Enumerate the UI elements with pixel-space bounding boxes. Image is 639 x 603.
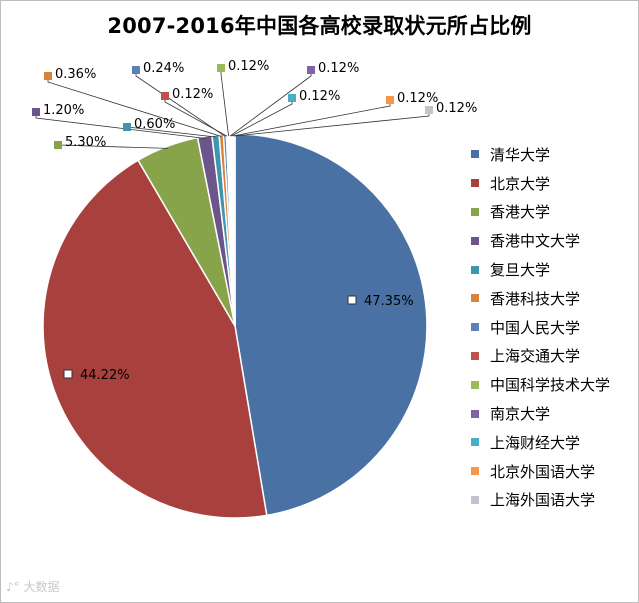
watermark: ♪° 大数据 <box>6 578 60 595</box>
legend-label: 北京大学 <box>490 174 551 193</box>
legend-swatch <box>471 150 479 159</box>
slice-2-value-label: 5.30% <box>65 135 106 150</box>
slice-7-value-label: 0.12% <box>172 87 213 102</box>
legend-swatch <box>471 409 479 418</box>
legend: 清华大学北京大学香港大学香港中文大学 复旦大学香港科技大学 中国人民大学 上海交通大学… <box>471 140 636 514</box>
slice-6-label-marker <box>132 66 140 74</box>
legend-swatch <box>471 380 479 389</box>
legend-label: 上海财经大学 <box>490 433 581 452</box>
legend-swatch <box>471 495 479 504</box>
legend-label: 香港大学 <box>490 203 551 222</box>
legend-label: 清华大学 <box>490 145 551 164</box>
slice-8-label-marker <box>217 64 225 72</box>
slice-12-label-marker <box>425 106 433 114</box>
slice-8-leader-line <box>220 68 229 137</box>
legend-swatch <box>471 294 479 303</box>
legend-swatch <box>471 179 479 188</box>
legend-label: 中国人民大学 <box>490 318 581 337</box>
legend-item: 香港大学 <box>471 198 636 227</box>
legend-label: 复旦大学 <box>490 261 551 280</box>
legend-label: 上海交通大学 <box>490 347 581 366</box>
slice-0-label-marker <box>347 295 357 305</box>
legend-item: 清华大学 <box>471 140 636 169</box>
slice-4-leader-line <box>126 126 216 138</box>
legend-item: 上海财经大学 <box>471 428 636 457</box>
legend-item: 香港科技大学 <box>471 284 636 313</box>
legend-swatch <box>471 351 479 360</box>
legend-label: 香港科技大学 <box>490 289 581 308</box>
legend-label: 北京外国语大学 <box>490 462 596 481</box>
legend-swatch <box>471 323 479 332</box>
legend-label: 上海外国语大学 <box>490 491 596 510</box>
slice-5-value-label: 0.36% <box>55 67 96 82</box>
slice-10-label-marker <box>288 94 296 102</box>
legend-label: 南京大学 <box>490 405 551 424</box>
legend-item: 南京大学 <box>471 399 636 428</box>
slice-1 <box>42 159 268 519</box>
slice-0-value-label: 47.35% <box>364 294 414 309</box>
slice-11-leader-line <box>232 100 391 137</box>
chart-title: 2007-2016年中国各高校录取状元所占比例 <box>107 14 532 38</box>
legend-item: 中国人民大学 <box>471 313 636 342</box>
legend-swatch <box>471 438 479 447</box>
legend-item: 中国科学技术大学 <box>471 370 636 399</box>
legend-swatch <box>471 236 479 245</box>
legend-item: 上海交通大学 <box>471 342 636 371</box>
legend-swatch <box>471 467 479 476</box>
legend-item: 北京大学 <box>471 169 636 198</box>
slice-10-value-label: 0.12% <box>299 89 340 104</box>
legend-label: 香港中文大学 <box>490 232 581 251</box>
slice-4-value-label: 0.60% <box>134 117 175 132</box>
legend-swatch <box>471 265 479 274</box>
slice-1-label-marker <box>63 369 73 379</box>
legend-swatch <box>471 207 479 216</box>
slice-5-label-marker <box>44 72 52 80</box>
slice-0 <box>234 133 428 517</box>
legend-item: 北京外国语大学 <box>471 457 636 486</box>
slice-11-label-marker <box>386 96 394 104</box>
watermark-icon: ♪° <box>6 580 20 594</box>
slice-9-value-label: 0.12% <box>318 61 359 76</box>
slice-2-label-marker <box>54 141 62 149</box>
legend-item: 复旦大学 <box>471 255 636 284</box>
slice-2-leader-line <box>57 144 168 149</box>
slice-1-value-label: 44.22% <box>80 368 130 383</box>
slice-3-label-marker <box>32 108 40 116</box>
slice-9-label-marker <box>307 66 315 74</box>
slice-8-value-label: 0.12% <box>228 59 269 74</box>
legend-item: 上海外国语大学 <box>471 486 636 515</box>
slice-4-label-marker <box>123 123 131 131</box>
slice-3-value-label: 1.20% <box>43 103 84 118</box>
slice-11-value-label: 0.12% <box>397 91 438 106</box>
slice-12-leader-line <box>234 110 430 137</box>
slice-6-value-label: 0.24% <box>143 61 184 76</box>
slice-12-value-label: 0.12% <box>436 101 477 116</box>
legend-item: 香港中文大学 <box>471 226 636 255</box>
slice-7-label-marker <box>161 92 169 100</box>
legend-label: 中国科学技术大学 <box>490 376 611 395</box>
watermark-text: 大数据 <box>23 580 60 594</box>
